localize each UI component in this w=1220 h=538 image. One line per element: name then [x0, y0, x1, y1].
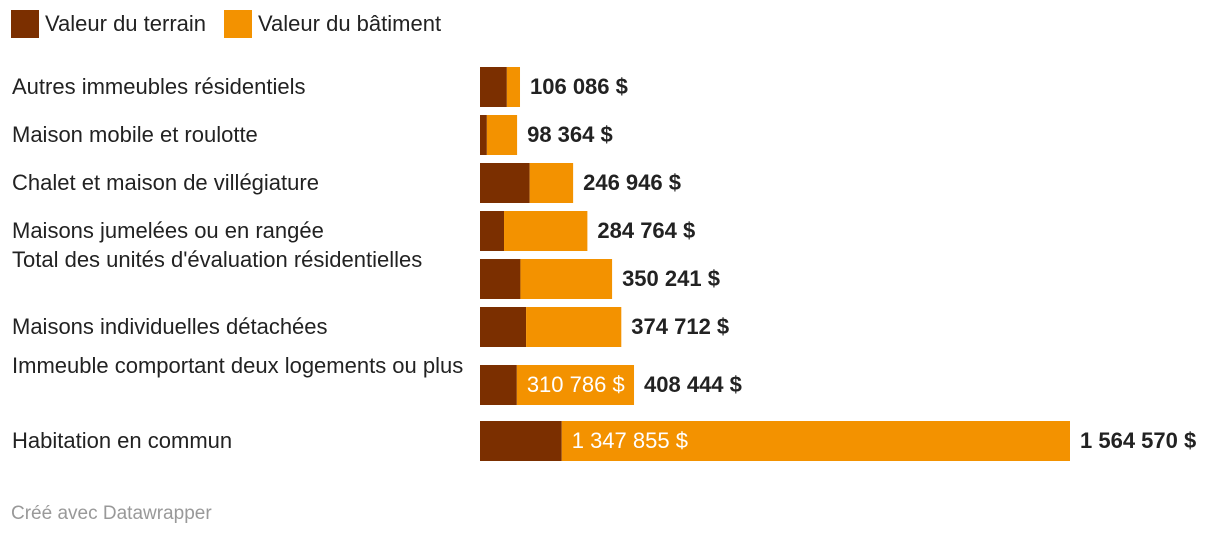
category-label-autres-immeubles-residentiels: Autres immeubles résidentiels: [12, 74, 306, 99]
legend-label-batiment: Valeur du bâtiment: [258, 11, 442, 36]
bar-terrain-immeuble-comportant-deux-logements-ou-plus: [480, 365, 517, 405]
legend-label-terrain: Valeur du terrain: [45, 11, 207, 36]
bar-terrain-habitation-en-commun: [480, 421, 562, 461]
total-value-label-chalet-et-maison-de-villegiature: 246 946 $: [583, 170, 681, 195]
bar-batiment-autres-immeubles-residentiels: [506, 67, 521, 107]
bar-batiment-maisons-individuelles-detachees: [526, 307, 622, 347]
total-value-label-immeuble-comportant-deux-logements-ou-plus: 408 444 $: [644, 372, 742, 397]
total-value-label-total-des-unites-d-evaluation-residentielles: 350 241 $: [622, 266, 720, 291]
inside-value-label-immeuble-comportant-deux-logements-ou-plus: 310 786 $: [526, 372, 625, 397]
bar-terrain-maisons-jumelees-ou-en-rangee: [480, 211, 505, 251]
category-label-total-des-unites-d-evaluation-residentielles: Total des unités d'évaluation résidentie…: [12, 247, 423, 272]
bar-batiment-chalet-et-maison-de-villegiature: [529, 163, 574, 203]
bar-terrain-chalet-et-maison-de-villegiature: [480, 163, 530, 203]
total-value-label-autres-immeubles-residentiels: 106 086 $: [530, 74, 628, 99]
chart-legend: Valeur du terrain Valeur du bâtiment: [11, 10, 459, 38]
inside-value-label-habitation-en-commun: 1 347 855 $: [571, 428, 688, 453]
total-value-label-maisons-individuelles-detachees: 374 712 $: [631, 314, 730, 339]
category-label-maison-mobile-et-roulotte: Maison mobile et roulotte: [12, 122, 258, 147]
category-label-habitation-en-commun: Habitation en commun: [12, 428, 233, 453]
total-value-label-habitation-en-commun: 1 564 570 $: [1080, 428, 1197, 453]
bar-batiment-maisons-jumelees-ou-en-rangee: [504, 211, 588, 251]
bar-terrain-autres-immeubles-residentiels: [480, 67, 507, 107]
category-label-maisons-jumelees-ou-en-rangee: Maisons jumelées ou en rangée: [12, 218, 324, 243]
legend-swatch-batiment: [224, 10, 253, 38]
bar-terrain-maison-mobile-et-roulotte: [480, 115, 487, 155]
footer-credit: Créé avec Datawrapper: [11, 503, 212, 524]
legend-item-batiment: Valeur du bâtiment: [224, 10, 441, 38]
total-value-label-maisons-jumelees-ou-en-rangee: 284 764 $: [597, 218, 696, 243]
bar-batiment-habitation-en-commun: [561, 421, 1070, 461]
legend-item-terrain: Valeur du terrain: [11, 10, 206, 38]
bar-batiment-immeuble-comportant-deux-logements-ou-plus: [516, 365, 635, 405]
category-label-maisons-individuelles-detachees: Maisons individuelles détachées: [12, 314, 328, 339]
bar-batiment-maison-mobile-et-roulotte: [486, 115, 518, 155]
category-label-immeuble-comportant-deux-logements-ou-plus: Immeuble comportant deux logements ou pl…: [12, 353, 464, 378]
bar-terrain-total-des-unites-d-evaluation-residentielles: [480, 259, 521, 299]
legend-swatch-terrain: [11, 10, 39, 38]
total-value-label-maison-mobile-et-roulotte: 98 364 $: [527, 122, 613, 147]
bar-terrain-maisons-individuelles-detachees: [480, 307, 527, 347]
bar-batiment-total-des-unites-d-evaluation-residentielles: [520, 259, 613, 299]
category-label-chalet-et-maison-de-villegiature: Chalet et maison de villégiature: [12, 170, 319, 195]
